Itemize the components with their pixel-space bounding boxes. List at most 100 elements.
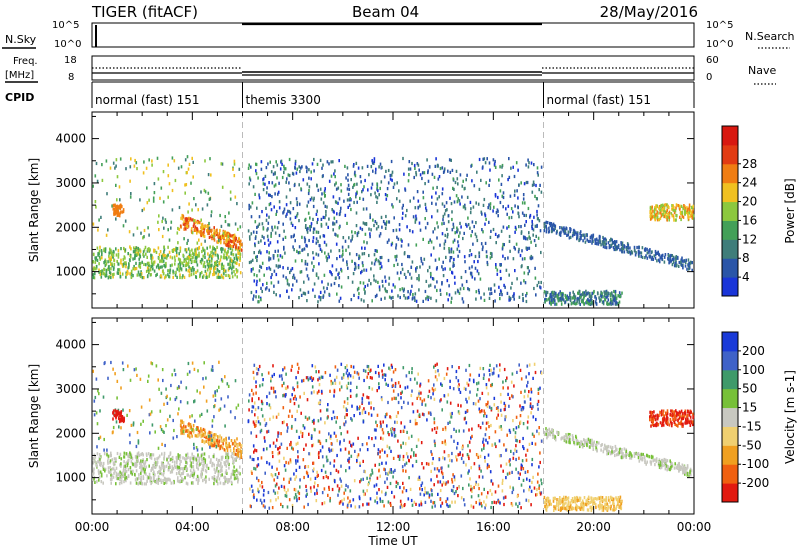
- echo-cell: [679, 205, 681, 208]
- echo-cell: [622, 244, 624, 247]
- echo-cell: [416, 243, 418, 246]
- echo-cell: [273, 373, 275, 376]
- echo-cell: [177, 387, 179, 390]
- nsearch-tick-bottom: 10^0: [706, 39, 733, 50]
- echo-cell: [582, 234, 584, 237]
- echo-cell: [347, 374, 349, 377]
- echo-cell: [234, 439, 236, 442]
- echo-cell: [191, 227, 193, 230]
- echo-cell: [677, 204, 679, 207]
- echo-cell: [691, 261, 693, 264]
- echo-cell: [522, 297, 524, 300]
- echo-cell: [252, 201, 254, 204]
- echo-cell: [447, 497, 449, 500]
- echo-cell: [265, 287, 267, 290]
- echo-cell: [402, 268, 404, 271]
- echo-cell: [193, 457, 195, 460]
- echo-cell: [457, 228, 459, 231]
- echo-cell: [366, 503, 368, 506]
- echo-cell: [531, 162, 533, 165]
- echo-cell: [363, 221, 365, 224]
- echo-cell: [327, 494, 329, 497]
- echo-cell: [249, 261, 251, 264]
- echo-cell: [516, 277, 518, 280]
- echo-cell: [124, 465, 126, 468]
- echo-cell: [495, 193, 497, 196]
- echo-cell: [163, 482, 165, 485]
- echo-cell: [464, 205, 466, 208]
- echo-cell: [194, 260, 196, 263]
- echo-cell: [228, 274, 230, 277]
- echo-cell: [565, 294, 567, 297]
- echo-cell: [348, 236, 350, 239]
- echo-cell: [514, 194, 516, 197]
- echo-cell: [365, 370, 367, 373]
- echo-cell: [525, 220, 527, 223]
- echo-cell: [145, 460, 147, 463]
- echo-cell: [351, 230, 353, 233]
- echo-cell: [102, 465, 104, 468]
- echo-cell: [117, 477, 119, 480]
- echo-cell: [483, 447, 485, 450]
- echo-cell: [662, 204, 664, 207]
- echo-cell: [489, 179, 491, 182]
- echo-cell: [502, 255, 504, 258]
- echo-cell: [531, 442, 533, 445]
- echo-cell: [651, 250, 653, 253]
- echo-cell: [167, 254, 169, 257]
- echo-cell: [201, 458, 203, 461]
- echo-cell: [395, 382, 397, 385]
- echo-cell: [312, 288, 314, 291]
- echo-cell: [224, 463, 226, 466]
- echo-cell: [292, 224, 294, 227]
- echo-cell: [163, 170, 165, 173]
- echo-cell: [140, 465, 142, 468]
- echo-cell: [424, 171, 426, 174]
- echo-cell: [464, 187, 466, 190]
- echo-cell: [480, 179, 482, 182]
- echo-cell: [465, 411, 467, 414]
- echo-cell: [144, 482, 146, 485]
- echo-cell: [203, 386, 205, 389]
- echo-cell: [454, 282, 456, 285]
- echo-cell: [517, 196, 519, 199]
- echo-cell: [298, 165, 300, 168]
- echo-cell: [555, 295, 557, 298]
- echo-cell: [476, 171, 478, 174]
- echo-cell: [201, 224, 203, 227]
- echo-cell: [307, 183, 309, 186]
- echo-cell: [279, 200, 281, 203]
- echo-cell: [101, 256, 103, 259]
- echo-cell: [136, 445, 138, 448]
- echo-cell: [185, 461, 187, 464]
- echo-cell: [133, 250, 135, 253]
- echo-cell: [573, 301, 575, 304]
- echo-cell: [356, 211, 358, 214]
- echo-cell: [421, 177, 423, 180]
- echo-cell: [506, 269, 508, 272]
- echo-cell: [582, 239, 584, 242]
- echo-cell: [211, 439, 213, 442]
- echo-cell: [278, 221, 280, 224]
- echo-cell: [393, 229, 395, 232]
- echo-cell: [305, 166, 307, 169]
- echo-cell: [130, 481, 132, 484]
- echo-cell: [364, 179, 366, 182]
- echo-cell: [530, 503, 532, 506]
- echo-cell: [460, 225, 462, 228]
- echo-cell: [676, 255, 678, 258]
- echo-cell: [125, 265, 127, 268]
- echo-cell: [201, 473, 203, 476]
- echo-cell: [209, 245, 211, 248]
- echo-cell: [191, 208, 193, 211]
- echo-cell: [381, 265, 383, 268]
- echo-cell: [219, 434, 221, 437]
- echo-cell: [550, 295, 552, 298]
- echo-cell: [111, 262, 113, 265]
- echo-cell: [141, 482, 143, 485]
- echo-cell: [483, 293, 485, 296]
- echo-cell: [693, 205, 695, 208]
- echo-cell: [120, 157, 122, 160]
- echo-cell: [221, 162, 223, 165]
